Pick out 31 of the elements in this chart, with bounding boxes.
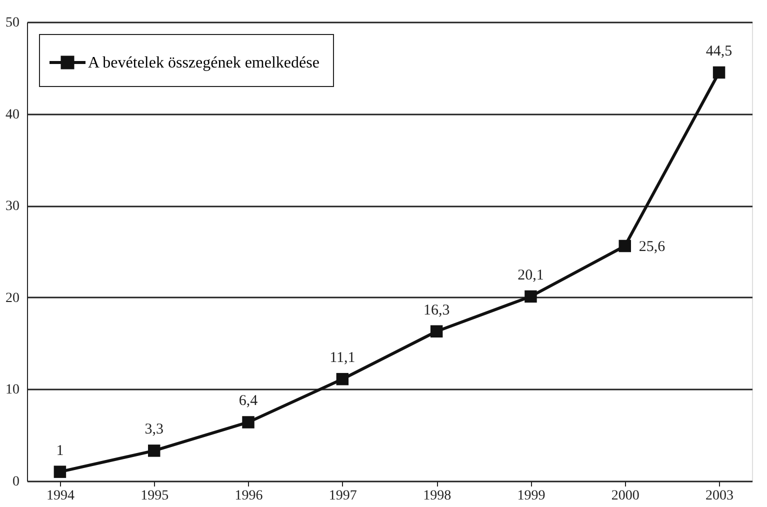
data-label: 11,1	[330, 350, 356, 366]
y-tick-label: 0	[12, 474, 20, 490]
y-tick-label: 50	[6, 16, 20, 30]
point	[618, 240, 632, 252]
data-label: 44,5	[706, 43, 732, 60]
y-tick-label: 10	[6, 382, 20, 398]
point	[148, 444, 160, 457]
point	[336, 372, 349, 386]
y-tick-label: 30	[6, 199, 20, 214]
x-tick-label: 1998	[423, 488, 452, 504]
legend-label: A bevételek összegének emelkedése	[88, 54, 320, 72]
x-tick-label: 1995	[140, 488, 169, 504]
data-label: 16,3	[423, 302, 450, 318]
data-label: 25,6	[638, 238, 666, 255]
data-label: 6,4	[238, 393, 258, 410]
x-tick-label: 1994	[46, 488, 74, 504]
x-tick-label: 1996	[234, 488, 263, 504]
point	[430, 325, 443, 338]
point	[712, 66, 726, 79]
data-label: 20,1	[518, 267, 544, 284]
point	[242, 416, 254, 428]
data-label: 3,3	[144, 422, 164, 438]
point	[524, 290, 537, 303]
y-tick-label: 40	[6, 107, 20, 122]
x-tick-label: 2000	[611, 488, 640, 504]
x-tick-label: 1997	[328, 488, 357, 504]
x-tick-label: 1999	[517, 488, 546, 504]
point	[54, 466, 66, 478]
x-tick-label: 2003	[706, 488, 734, 504]
data-label: 1	[56, 442, 64, 459]
y-tick-label: 20	[6, 290, 20, 306]
